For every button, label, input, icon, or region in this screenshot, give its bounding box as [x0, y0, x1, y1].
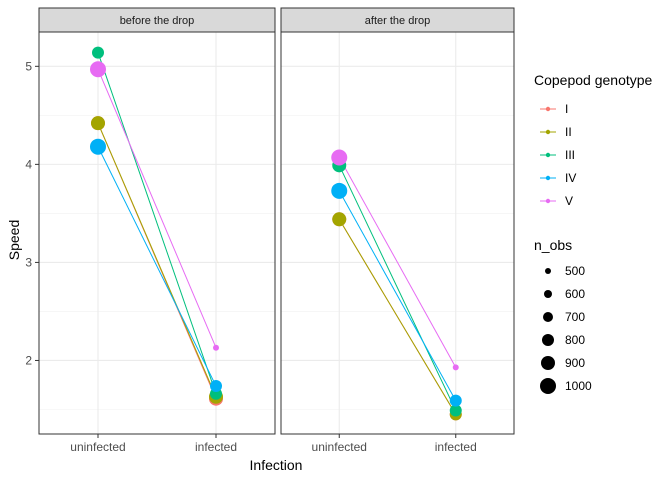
x-axis: uninfected infected uninfected infected — [70, 434, 477, 454]
y-axis: 2 3 4 5 — [25, 59, 39, 367]
series-line-II — [338, 219, 457, 415]
legend-key-dot — [545, 152, 551, 158]
y-tick-label: 5 — [25, 59, 32, 73]
legend-key-I: I — [540, 102, 568, 116]
panel-border — [280, 31, 515, 435]
point-IV-uninfected — [331, 182, 348, 199]
size-legend-dot — [543, 312, 553, 322]
legend-label: I — [565, 102, 568, 116]
size-legend-label: 900 — [565, 356, 585, 370]
size-legend-dot — [545, 268, 551, 274]
point-II-uninfected — [91, 116, 105, 131]
legend-key-V: V — [540, 194, 573, 208]
point-V-infected — [452, 364, 459, 371]
size-legend-dot — [540, 378, 556, 394]
size-legend-key-600: 600 — [544, 287, 585, 301]
x-axis-title: Infection — [250, 457, 303, 473]
legend-label: IV — [565, 171, 576, 185]
x-tick-label: uninfected — [312, 440, 367, 454]
panels: before the drop after the drop — [38, 7, 515, 435]
y-tick-label: 2 — [25, 353, 32, 367]
legend-label: V — [565, 194, 573, 208]
point-III-infected — [449, 404, 462, 417]
point-II-uninfected — [332, 212, 347, 227]
panel-background — [39, 32, 275, 434]
point-IV-infected — [210, 379, 222, 392]
panel-background — [281, 32, 514, 434]
legend-key-III: III — [540, 148, 575, 162]
size-legend-dot — [541, 356, 555, 370]
point-III-uninfected — [92, 46, 104, 59]
point-V-infected — [213, 344, 219, 351]
legend-label: III — [565, 148, 575, 162]
series-line-IV — [338, 190, 457, 401]
y-axis-title: Speed — [6, 220, 22, 260]
facet-strip — [38, 7, 276, 33]
legend-key-dot — [545, 175, 551, 181]
size-legend-label: 800 — [565, 333, 585, 347]
series-line-III — [97, 52, 217, 394]
panel-border — [38, 31, 276, 435]
x-tick-label: infected — [435, 440, 477, 454]
legend-n-obs: n_obs 500 600 700 800 900 1000 — [534, 237, 592, 394]
size-legend-label: 500 — [565, 264, 585, 278]
point-IV-uninfected — [90, 138, 106, 155]
panel-0: before the drop — [38, 7, 276, 435]
size-legend-dot — [544, 290, 552, 298]
y-tick-label: 3 — [25, 255, 32, 269]
series-line-V — [338, 157, 457, 368]
legend-genotype-title: Copepod genotype — [534, 72, 653, 88]
point-IV-infected — [449, 394, 462, 407]
legend-label: II — [565, 125, 572, 139]
facet-strip-label: before the drop — [120, 15, 195, 27]
legend-key-dot — [545, 129, 551, 135]
point-V-uninfected — [331, 149, 348, 166]
y-tick-label: 4 — [25, 157, 32, 171]
size-legend-key-500: 500 — [545, 264, 585, 278]
size-legend-label: 700 — [565, 310, 585, 324]
facet-strip-label: after the drop — [365, 15, 430, 27]
series-line-II — [97, 122, 217, 397]
point-V-uninfected — [90, 61, 106, 78]
size-legend-dot — [542, 334, 554, 346]
series-line-III — [338, 165, 457, 411]
series-line-V — [97, 69, 217, 348]
legend-key-dot — [545, 198, 551, 204]
legend-n-obs-title: n_obs — [534, 237, 572, 253]
size-legend-key-1000: 1000 — [540, 378, 592, 394]
size-legend-label: 1000 — [565, 379, 592, 393]
legend-key-IV: IV — [540, 171, 576, 185]
panel-1: after the drop — [280, 7, 515, 435]
series-line-IV — [97, 146, 217, 387]
legend-key-dot — [545, 106, 551, 112]
x-tick-label: uninfected — [70, 440, 125, 454]
size-legend-label: 600 — [565, 287, 585, 301]
x-tick-label: infected — [195, 440, 237, 454]
size-legend-key-800: 800 — [542, 333, 585, 347]
size-legend-key-700: 700 — [543, 310, 585, 324]
legend-key-II: II — [540, 125, 572, 139]
size-legend-key-900: 900 — [541, 356, 585, 370]
facet-strip — [280, 7, 515, 33]
